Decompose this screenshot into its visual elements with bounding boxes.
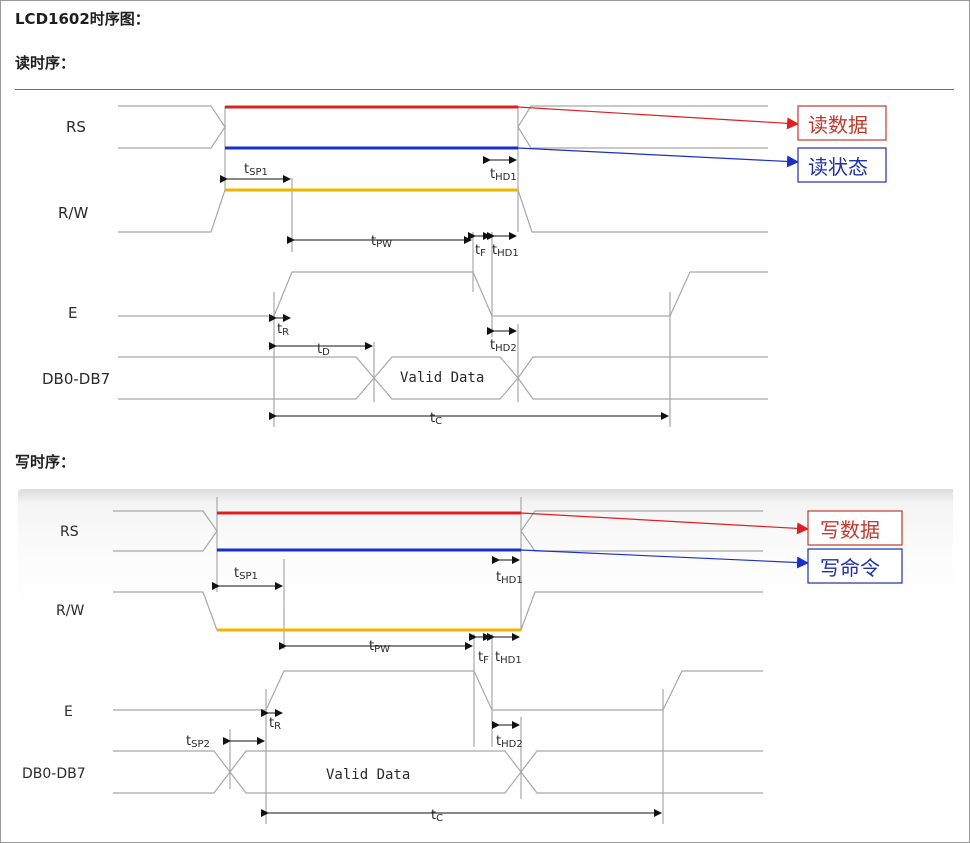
write-valid-data-label: Valid Data (326, 767, 410, 783)
write-tsp2-label: tSP2 (186, 734, 210, 750)
read-timing-diagram: RS R/W E DB0-DB7 (18, 92, 953, 432)
write-timing-diagram: RS R/W E DB0-DB7 (18, 489, 953, 834)
write-tf-label: tF (478, 650, 489, 666)
read-legend-blue-label: 读状态 (808, 155, 868, 179)
write-rs-waveform (113, 510, 763, 552)
write-legend-box-blue (807, 548, 903, 584)
read-red-pointer-arrow (517, 106, 799, 130)
write-red-pointer-arrow (520, 512, 809, 535)
read-heading: 读时序： (15, 54, 76, 72)
read-legend-box-red (797, 105, 887, 141)
write-heading: 写时序： (15, 453, 76, 471)
read-tsp1-label: tSP1 (244, 162, 268, 178)
read-thd1-label-top: tHD1 (490, 167, 517, 183)
write-label-db: DB0-DB7 (22, 766, 86, 782)
write-tc-label: tC (431, 808, 443, 824)
read-tr-label: tR (277, 322, 289, 338)
heading-rule (15, 89, 954, 90)
read-legend-red-label: 读数据 (808, 113, 868, 137)
write-reference-lines (216, 497, 664, 824)
read-valid-data-label: Valid Data (400, 370, 484, 386)
read-td-label: tD (317, 342, 330, 358)
read-label-e: E (68, 304, 77, 322)
write-legend-blue-label: 写命令 (820, 556, 880, 580)
read-rw-waveform (118, 189, 768, 233)
write-rw-waveform (113, 591, 763, 631)
read-thd1-label-bottom: tHD1 (492, 243, 519, 259)
read-thd2-label: tHD2 (490, 338, 517, 354)
write-tr-label: tR (269, 716, 281, 732)
read-e-waveform (118, 271, 768, 317)
write-data-bus-waveform (113, 750, 763, 794)
write-legend-box-red (807, 510, 903, 546)
read-tf-label: tF (475, 243, 486, 259)
read-blue-pointer-arrow (517, 147, 799, 168)
read-tpw-label: tPW (371, 234, 392, 250)
read-label-rw: R/W (58, 204, 88, 222)
write-blue-pointer-arrow (520, 549, 809, 569)
write-label-e: E (64, 704, 73, 720)
write-thd1-label-top: tHD1 (496, 570, 523, 586)
read-legend-box-blue (797, 147, 887, 183)
write-label-rs: RS (60, 524, 79, 540)
write-thd1-label-bottom: tHD1 (495, 650, 522, 666)
write-legend-red-label: 写数据 (820, 518, 880, 542)
write-tpw-label: tPW (369, 639, 390, 655)
write-label-rw: R/W (56, 603, 84, 619)
read-tc-label: tC (430, 411, 442, 427)
read-label-rs: RS (66, 118, 86, 136)
read-data-bus-waveform (118, 356, 768, 400)
read-rs-waveform (118, 105, 768, 149)
read-label-db: DB0-DB7 (42, 370, 110, 388)
page-title: LCD1602时序图： (15, 10, 150, 28)
write-thd2-label: tHD2 (496, 734, 523, 750)
write-e-waveform (113, 670, 763, 711)
write-tsp1-label: tSP1 (234, 566, 258, 582)
